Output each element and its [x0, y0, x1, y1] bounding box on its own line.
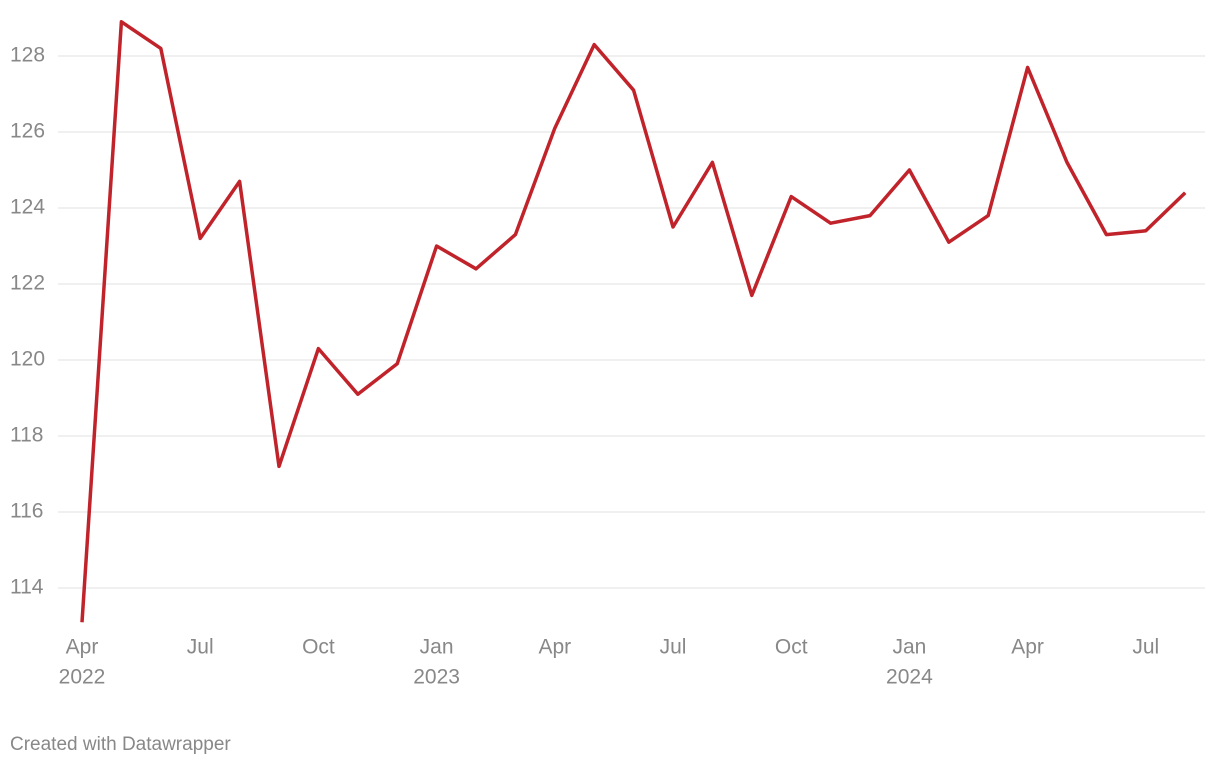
credit: Created with Datawrapper: [10, 734, 231, 755]
y-tick-label: 120: [10, 348, 45, 371]
y-tick-label: 122: [10, 272, 45, 295]
x-tick-label: Apr: [66, 636, 99, 659]
x-tick-label: Oct: [775, 636, 808, 659]
x-tick-label: Jul: [660, 636, 687, 659]
x-tick-label: Jul: [1132, 636, 1159, 659]
y-tick-label: 114: [10, 576, 44, 599]
y-tick-label: 118: [10, 424, 43, 447]
x-tick-label: Apr: [1011, 636, 1044, 659]
x-tick-label: Jan: [892, 636, 926, 659]
y-tick-label: 128: [10, 44, 45, 67]
y-tick-label: 126: [10, 120, 45, 143]
y-tick-label: 116: [10, 500, 43, 523]
x-tick-sublabel: 2024: [886, 666, 933, 689]
y-tick-label: 124: [10, 196, 45, 219]
x-tick-sublabel: 2023: [413, 666, 460, 689]
x-tick-label: Jan: [420, 636, 454, 659]
x-tick-label: Apr: [538, 636, 571, 659]
x-tick-label: Oct: [302, 636, 335, 659]
x-tick-label: Jul: [187, 636, 214, 659]
line: [80, 20, 1187, 623]
x-tick-sublabel: 2022: [59, 666, 106, 689]
